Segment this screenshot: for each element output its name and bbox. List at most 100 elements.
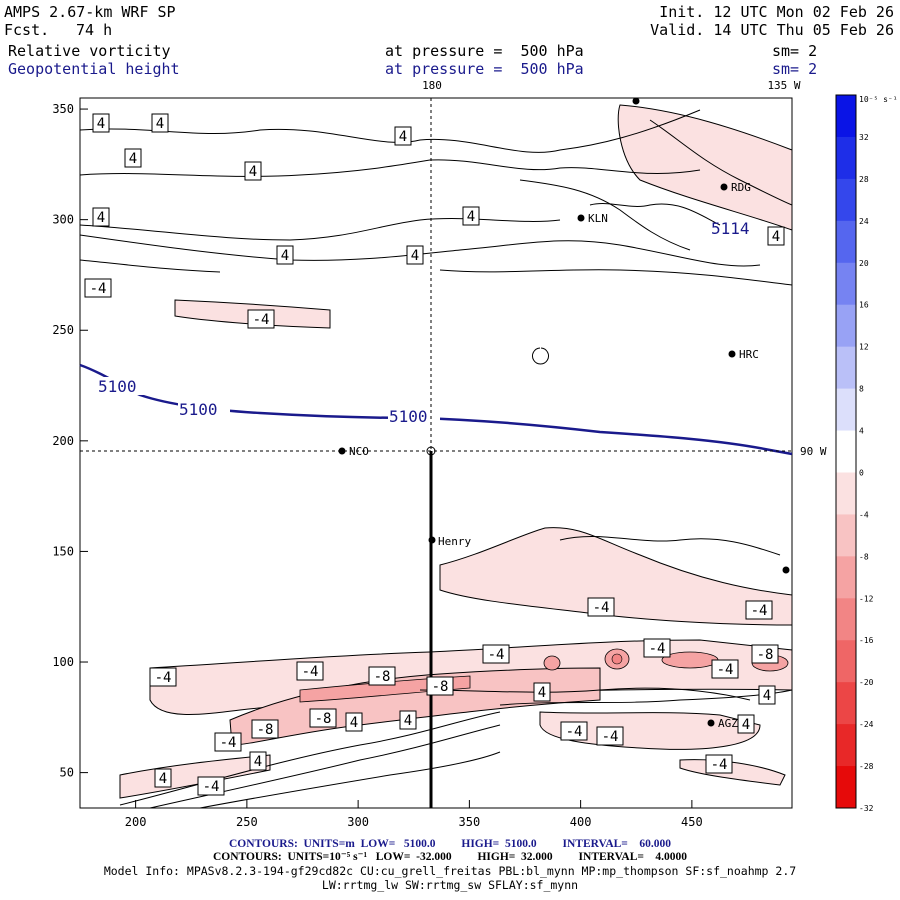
colorbar-tick-label: -32 <box>859 804 874 813</box>
colorbar-swatch <box>836 136 856 180</box>
svg-text:4: 4 <box>350 715 358 731</box>
field1-smoothing: sm= 2 <box>772 42 818 60</box>
colorbar-tick-label: -8 <box>859 552 869 561</box>
svg-text:-4: -4 <box>155 670 172 686</box>
station-hrc: HRC <box>739 348 759 361</box>
svg-text:-8: -8 <box>315 711 332 727</box>
y-tick-label: 250 <box>52 323 74 337</box>
stations: NCO KLN RDG HRC Henry AGZ <box>338 97 790 730</box>
model-info: Model Info: MPASv8.2.3-194-gf29cd82c CU:… <box>103 864 797 878</box>
svg-text:-4: -4 <box>220 735 237 751</box>
colorbar-tick-label: -28 <box>859 762 874 771</box>
svg-text:-4: -4 <box>649 641 666 657</box>
svg-text:5114: 5114 <box>711 219 750 238</box>
station-agz-marker <box>707 719 715 727</box>
colorbar-tick-label: -20 <box>859 678 874 687</box>
y-tick-label: 300 <box>52 213 74 227</box>
forecast-label: Fcst. <box>4 21 50 39</box>
vorticity-contour-info: CONTOURS: UNITS=10⁻⁵ s⁻¹ LOW= -32.000 HI… <box>212 851 688 863</box>
positive-vorticity-contours <box>79 109 793 809</box>
vort-band-6 <box>617 104 793 231</box>
colorbar-tick-label: 8 <box>859 385 864 394</box>
svg-text:-4: -4 <box>717 662 734 678</box>
vorticity-labels: 4 4 4 4 4 4 4 4 4 4 -4 -4 -4 -4 -4 -4 -4… <box>84 113 785 796</box>
station-rdg-marker <box>720 183 728 191</box>
field2-name: Geopotential height <box>8 60 180 78</box>
colorbar-swatch <box>836 262 856 306</box>
colorbar-swatch <box>836 430 856 473</box>
forecast-hours: 74 h <box>76 21 113 39</box>
height-labels: 5100 5100 5100 5114 <box>97 219 750 426</box>
colorbar-tick-label: -16 <box>859 636 874 645</box>
svg-text:5100: 5100 <box>98 377 137 396</box>
svg-text:4: 4 <box>156 116 164 132</box>
svg-text:-4: -4 <box>90 281 107 297</box>
field1-level: at pressure = 500 hPa <box>385 42 584 60</box>
x-tick-label: 400 <box>570 815 592 829</box>
colorbar-frame <box>835 94 857 809</box>
station-nco: NCO <box>349 445 369 458</box>
svg-text:4: 4 <box>97 210 105 226</box>
svg-text:4: 4 <box>281 248 289 264</box>
colorbar-unit: 10⁻⁵ s⁻¹ <box>859 95 898 104</box>
geopotential-5100-contour <box>79 363 793 456</box>
svg-text:-8: -8 <box>374 669 391 685</box>
valid-time: Valid. 14 UTC Thu 05 Feb 26 <box>650 21 894 39</box>
station-agz: AGZ <box>718 717 738 730</box>
y-tick-label: 50 <box>60 766 74 780</box>
station-nco-marker <box>338 447 346 455</box>
vort-band-3 <box>439 527 793 626</box>
svg-text:-4: -4 <box>566 724 583 740</box>
colorbar-tick-label: 4 <box>859 427 864 436</box>
colorbar-tick-label: 32 <box>859 133 869 142</box>
label-90w: 90 W <box>800 445 827 458</box>
vort-band-4 <box>539 711 761 750</box>
svg-text:5100: 5100 <box>179 400 218 419</box>
y-axis: 50 100 150 200 250 300 350 <box>52 102 88 780</box>
y-tick-label: 200 <box>52 434 74 448</box>
svg-text:4: 4 <box>399 129 407 145</box>
svg-text:-4: -4 <box>711 757 728 773</box>
colorbar-swatch <box>836 388 856 432</box>
svg-text:-4: -4 <box>253 312 270 328</box>
y-tick-label: 100 <box>52 655 74 669</box>
svg-text:4: 4 <box>772 229 780 245</box>
colorbar-swatch <box>836 472 856 515</box>
colorbar-tick-label: -4 <box>859 510 869 519</box>
colorbar-swatch <box>836 95 856 138</box>
svg-text:4: 4 <box>97 116 105 132</box>
x-tick-label: 300 <box>347 815 369 829</box>
svg-text:5100: 5100 <box>389 407 428 426</box>
station-kln: KLN <box>588 212 608 225</box>
colorbar-swatch <box>836 766 856 809</box>
field2-smoothing: sm= 2 <box>772 60 818 78</box>
svg-text:-4: -4 <box>203 779 220 795</box>
station-henry-marker <box>428 536 436 544</box>
colorbar-tick-label: 12 <box>859 343 869 352</box>
init-time: Init. 12 UTC Mon 02 Feb 26 <box>659 3 894 21</box>
svg-text:-8: -8 <box>257 722 274 738</box>
model-info-2: LW:rrtmg_lw SW:rrtmg_sw SFLAY:sf_mynn <box>321 878 579 892</box>
svg-text:4: 4 <box>763 688 771 704</box>
height-contour-info: CONTOURS: UNITS=m LOW= 5100.0 HIGH= 5100… <box>229 838 671 850</box>
svg-text:-4: -4 <box>302 664 319 680</box>
colorbar-tick-label: 16 <box>859 301 869 310</box>
svg-text:4: 4 <box>254 754 262 770</box>
y-tick-label: 350 <box>52 102 74 116</box>
x-tick-label: 200 <box>125 815 147 829</box>
svg-text:-8: -8 <box>432 679 449 695</box>
colorbar: 10⁻⁵ s⁻¹ 32 28 24 20 16 12 8 4 0 -4 -8 -12 -16 -20 -24… <box>835 94 898 813</box>
svg-text:4: 4 <box>159 771 167 787</box>
field1-name: Relative vorticity <box>8 42 171 60</box>
colorbar-swatch <box>836 304 856 348</box>
y-tick-label: 150 <box>52 544 74 558</box>
x-tick-label: 350 <box>459 815 481 829</box>
svg-text:-4: -4 <box>488 647 505 663</box>
colorbar-swatch <box>836 346 856 390</box>
colorbar-tick-label: -12 <box>859 594 874 603</box>
svg-text:4: 4 <box>467 209 475 225</box>
svg-text:4: 4 <box>129 151 137 167</box>
station-hrc-marker <box>728 350 736 358</box>
cross-section-origin <box>426 446 436 456</box>
colorbar-swatch <box>836 640 856 683</box>
